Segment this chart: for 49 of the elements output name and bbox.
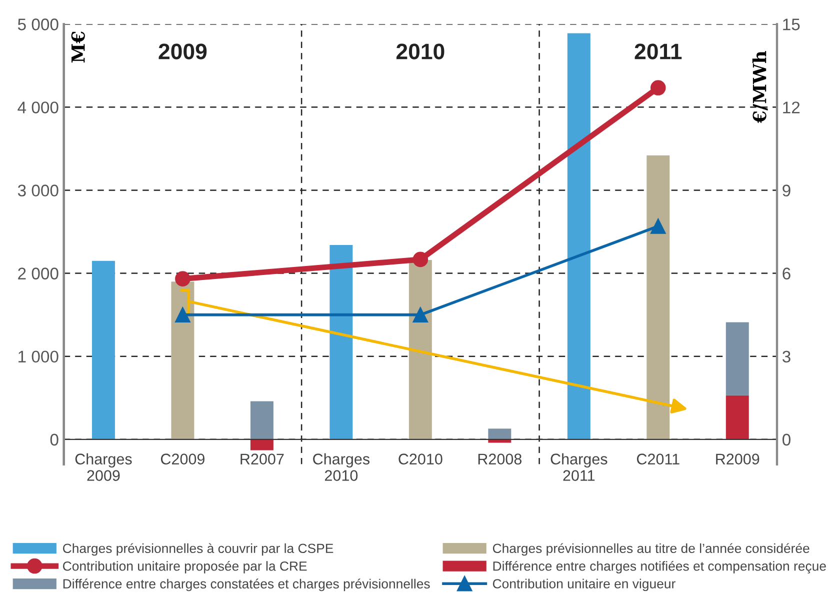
legend-label: Contribution unitaire proposée par la CRE: [63, 560, 307, 574]
bar: [92, 260, 115, 440]
y-tick-label: 4 000: [18, 102, 58, 114]
annotation: 2011: [634, 44, 682, 60]
y-tick-label: 2 000: [18, 268, 58, 280]
y2-tick-label: 0: [782, 434, 790, 446]
x-tick-label: Charges 2009: [75, 453, 132, 481]
y2-axis-title: €/MWh: [752, 50, 768, 124]
x-tick-label: R2009: [716, 454, 760, 465]
y-tick-label: 3 000: [18, 184, 58, 196]
x-tick-label: R2007: [240, 454, 284, 465]
x-tick-label: C2011: [636, 454, 680, 465]
x-tick-label: Charges 2011: [550, 453, 608, 481]
bar: [408, 260, 432, 440]
bar: [567, 33, 590, 440]
y-axis-title: M€: [71, 32, 85, 63]
y2-tick-label: 9: [782, 184, 790, 196]
bar: [250, 439, 274, 450]
y-tick-label: 1 000: [18, 350, 58, 363]
y-tick-label: 0: [50, 434, 58, 446]
y2-tick-label: 15: [783, 18, 800, 30]
y2-tick-label: 3: [782, 350, 790, 363]
x-tick-label: C2010: [398, 454, 442, 465]
point: [175, 307, 190, 322]
bar: [726, 395, 749, 440]
y-tick-label: 5 000: [18, 18, 58, 30]
bar: [488, 428, 512, 440]
point: [412, 307, 428, 322]
legend-label: Différence entre charges notifiées et compensation reçue: [493, 560, 826, 574]
bar: [171, 282, 194, 440]
legend-label: Différence entre charges constatées et charges prévisionnelles: [63, 578, 430, 592]
point: [412, 252, 428, 268]
bar: [250, 401, 274, 440]
bar: [330, 245, 353, 440]
x-tick-label: C2009: [160, 454, 204, 465]
point: [650, 80, 666, 96]
legend-label: Contribution unitaire en vigueur: [492, 578, 676, 592]
x-tick-label: R2008: [478, 454, 522, 465]
bar: [726, 322, 749, 396]
annotation: 2010: [396, 44, 444, 60]
y2-tick-label: 12: [783, 102, 800, 114]
bar: [646, 155, 670, 440]
x-tick-label: Charges 2010: [313, 453, 370, 481]
annotation: 2009: [158, 44, 207, 60]
y2-tick-label: 6: [782, 268, 790, 280]
point: [175, 271, 190, 286]
point: [650, 218, 666, 234]
legend-label: Charges prévisionnelles au titre de l’année considérée: [492, 543, 810, 556]
legend-label: Charges prévisionnelles à couvrir par la CSPE: [63, 543, 334, 556]
